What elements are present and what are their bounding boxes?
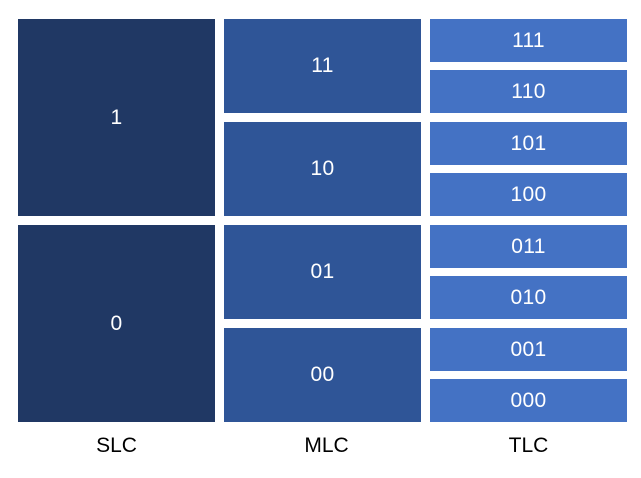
tlc-level-cell: 001 [430, 328, 627, 371]
mlc-level-cell: 11 [224, 19, 421, 113]
tlc-label: TLC [508, 434, 549, 457]
mlc-level-cell: 10 [224, 122, 421, 216]
tlc-level-cell: 010 [430, 276, 627, 319]
tlc-level-cell: 000 [430, 379, 627, 422]
slc-label: SLC [96, 434, 137, 457]
mlc-column: 11 10 01 00 [224, 19, 421, 422]
mlc-level-cell: 00 [224, 328, 421, 422]
mlc-label: MLC [304, 434, 349, 457]
tlc-level-cell: 100 [430, 173, 627, 216]
tlc-level-cell: 110 [430, 70, 627, 113]
tlc-level-cell: 011 [430, 225, 627, 268]
tlc-level-cell: 101 [430, 122, 627, 165]
slc-column: 1 0 [18, 19, 215, 422]
mlc-level-cell: 01 [224, 225, 421, 319]
slc-level-cell: 0 [18, 225, 215, 422]
tlc-level-cell: 111 [430, 19, 627, 62]
tlc-column: 111 110 101 100 011 010 001 000 [430, 19, 627, 422]
slc-level-cell: 1 [18, 19, 215, 216]
